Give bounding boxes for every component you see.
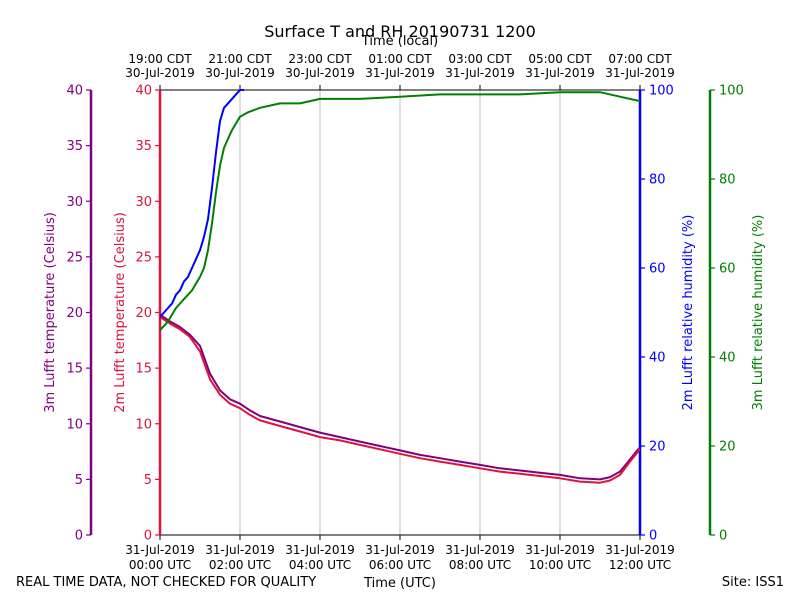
y-tick-label-rh3m: 40 [719,351,736,366]
x-tick-utc-date: 31-Jul-2019 [285,543,355,557]
x-tick-utc-time: 04:00 UTC [289,558,351,572]
y-tick-label-t3m: 40 [66,84,83,99]
y-tick-label-t2m: 25 [135,250,152,265]
series-line-rh2m [160,89,244,318]
bottom-axis-label: Time (UTC) [364,576,436,591]
y-tick-label-rh2m: 20 [649,440,666,455]
y-tick-label-rh3m: 100 [719,84,744,99]
series-line-rh3m [160,91,640,331]
x-tick-utc-time: 12:00 UTC [609,558,671,572]
x-tick-utc-time: 10:00 UTC [529,558,591,572]
x-tick-utc-date: 31-Jul-2019 [125,543,195,557]
x-tick-local-time: 03:00 CDT [448,52,512,66]
quality-disclaimer: REAL TIME DATA, NOT CHECKED FOR QUALITY [16,575,317,590]
y-tick-label-rh2m: 100 [649,84,674,99]
series-line-t2m [160,316,640,484]
y-axis-label-rh2m: 2m Lufft relative humidity (%) [681,215,696,411]
y-tick-label-t2m: 35 [135,139,152,154]
y-tick-label-rh2m: 80 [649,173,666,188]
y-tick-label-rh2m: 60 [649,262,666,277]
x-tick-local-time: 01:00 CDT [368,52,432,66]
x-tick-utc-time: 08:00 UTC [449,558,511,572]
x-tick-utc-date: 31-Jul-2019 [525,543,595,557]
top-axis-label: Time (local) [361,34,439,49]
x-tick-utc-date: 31-Jul-2019 [365,543,435,557]
x-tick-local-time: 23:00 CDT [288,52,352,66]
x-tick-local-date: 30-Jul-2019 [205,66,275,80]
y-tick-label-t3m: 10 [66,417,83,432]
x-tick-local-time: 07:00 CDT [608,52,672,66]
chart-title: Surface T and RH 20190731 1200 [264,22,536,41]
series-line-t3m [160,313,640,481]
y-tick-label-t3m: 0 [75,529,83,544]
x-tick-local-date: 31-Jul-2019 [525,66,595,80]
x-tick-local-time: 21:00 CDT [208,52,272,66]
y-axis-label-rh3m: 3m Lufft relative humidity (%) [751,215,766,411]
y-tick-label-t3m: 35 [66,139,83,154]
x-tick-local-time: 05:00 CDT [528,52,592,66]
x-tick-local-date: 31-Jul-2019 [365,66,435,80]
y-tick-label-t2m: 0 [144,529,152,544]
y-tick-label-rh2m: 40 [649,351,666,366]
x-tick-local-date: 30-Jul-2019 [125,66,195,80]
y-tick-label-t3m: 25 [66,250,83,265]
x-tick-local-time: 19:00 CDT [128,52,192,66]
y-tick-label-rh2m: 0 [649,529,657,544]
y-tick-label-t2m: 30 [135,195,152,210]
y-axis-label-t3m: 3m Lufft temperature (Celsius) [43,212,58,413]
x-tick-local-date: 31-Jul-2019 [605,66,675,80]
y-tick-label-t2m: 40 [135,84,152,99]
y-axis-label-t2m: 2m Lufft temperature (Celsius) [113,212,128,413]
y-tick-label-t3m: 30 [66,195,83,210]
y-tick-label-rh3m: 0 [719,529,727,544]
x-tick-local-date: 31-Jul-2019 [445,66,515,80]
site-label: Site: ISS1 [721,575,784,590]
y-tick-label-t3m: 5 [75,473,83,488]
y-tick-label-t3m: 20 [66,306,83,321]
x-tick-utc-date: 31-Jul-2019 [605,543,675,557]
y-tick-label-t2m: 20 [135,306,152,321]
y-tick-label-t2m: 10 [135,417,152,432]
y-tick-label-rh3m: 20 [719,440,736,455]
x-tick-utc-date: 31-Jul-2019 [445,543,515,557]
x-tick-local-date: 30-Jul-2019 [285,66,355,80]
x-tick-utc-time: 02:00 UTC [209,558,271,572]
y-tick-label-t2m: 15 [135,362,152,377]
y-tick-label-t2m: 5 [144,473,152,488]
y-tick-label-rh3m: 60 [719,262,736,277]
x-tick-utc-time: 00:00 UTC [129,558,191,572]
x-tick-utc-date: 31-Jul-2019 [205,543,275,557]
x-tick-utc-time: 06:00 UTC [369,558,431,572]
y-tick-label-rh3m: 80 [719,173,736,188]
y-tick-label-t3m: 15 [66,362,83,377]
